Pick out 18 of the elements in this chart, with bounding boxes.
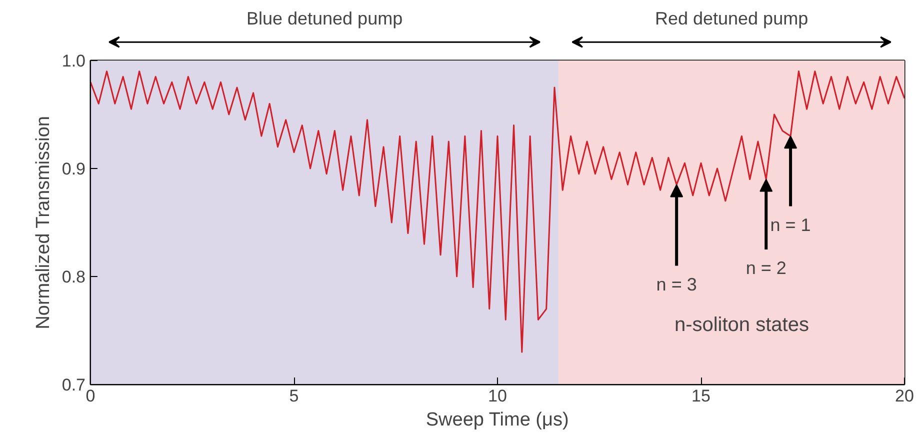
x-axis-title: Sweep Time (μs) bbox=[426, 410, 569, 430]
y-tick-label: 0.9 bbox=[62, 160, 86, 178]
x-tick-label: 0 bbox=[86, 386, 96, 406]
x-tick-label: 20 bbox=[895, 386, 914, 406]
x-tick-label: 10 bbox=[488, 386, 507, 406]
band-label: Red detuned pump bbox=[654, 8, 808, 29]
x-tick-label: 15 bbox=[692, 386, 710, 406]
annotation: n = 1 bbox=[770, 214, 811, 235]
x-tick-label: 5 bbox=[289, 386, 299, 406]
line-series bbox=[90, 70, 904, 353]
annotation: n-soliton states bbox=[674, 314, 809, 336]
y-tick-label: 0.7 bbox=[62, 376, 86, 394]
y-axis-title: Normalized Transmission bbox=[32, 116, 54, 330]
annotation: n = 3 bbox=[656, 274, 697, 294]
y-tick-label: 1.0 bbox=[62, 52, 86, 70]
y-tick-label: 0.8 bbox=[62, 268, 86, 286]
annotation: n = 2 bbox=[746, 258, 786, 278]
band-label: Blue detuned pump bbox=[246, 8, 403, 29]
